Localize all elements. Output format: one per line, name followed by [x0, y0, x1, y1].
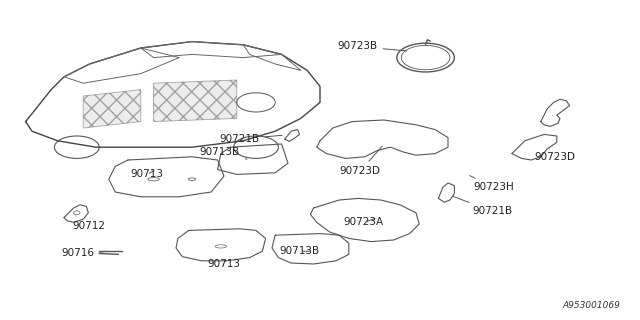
Text: 90713: 90713 — [130, 169, 163, 180]
Text: 90712: 90712 — [72, 216, 106, 231]
Text: A953001069: A953001069 — [563, 301, 621, 310]
Text: 90723H: 90723H — [470, 176, 515, 192]
Text: 90713B: 90713B — [200, 147, 247, 159]
Text: 90723B: 90723B — [337, 41, 407, 52]
Text: 90721B: 90721B — [219, 134, 282, 144]
Text: 90721B: 90721B — [452, 196, 513, 216]
Text: 90716: 90716 — [61, 248, 103, 258]
Text: 90723D: 90723D — [340, 146, 382, 176]
Text: 90723D: 90723D — [534, 149, 575, 162]
Polygon shape — [83, 90, 141, 128]
Text: 90713: 90713 — [207, 259, 240, 269]
Text: 90713B: 90713B — [280, 246, 320, 256]
Text: 90723A: 90723A — [344, 217, 384, 228]
Polygon shape — [154, 80, 237, 122]
